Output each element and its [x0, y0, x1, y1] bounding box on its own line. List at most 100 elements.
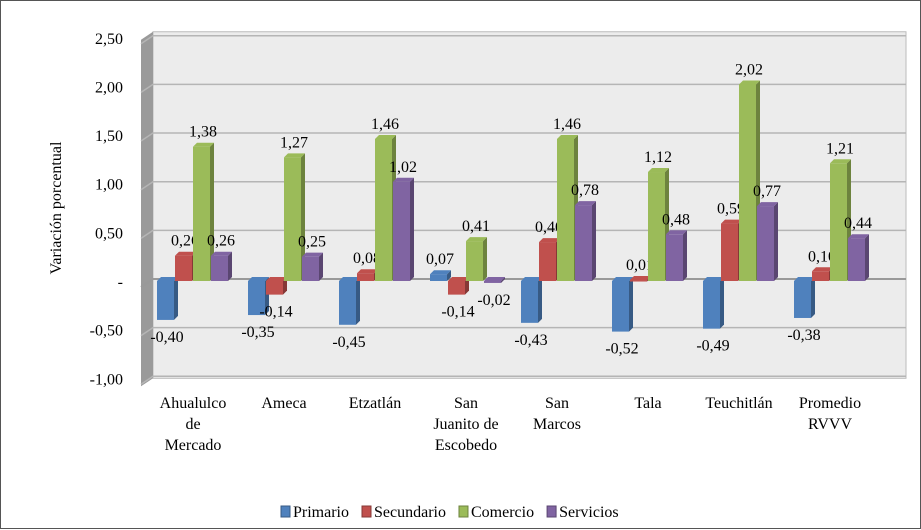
bar-top: [466, 237, 487, 242]
gridline: [140, 83, 906, 94]
bar-comercio: [739, 84, 756, 281]
x-tick-label: San: [454, 395, 478, 412]
data-label: -0,35: [241, 324, 274, 341]
bar-servicios: [757, 206, 774, 281]
bar-top: [193, 142, 214, 147]
bar-top: [703, 277, 724, 281]
bar-top: [812, 267, 833, 272]
x-tick-label: San: [545, 395, 569, 412]
data-label: -0,14: [259, 304, 292, 321]
x-tick-label: Promedio: [799, 395, 861, 412]
y-tick-label: 2,00: [95, 79, 123, 96]
bar-top: [284, 153, 305, 158]
bar-side: [592, 201, 596, 281]
bar-top: [739, 80, 760, 85]
bar-primario: [339, 281, 356, 325]
bar-side: [774, 202, 778, 281]
bar-side: [501, 277, 505, 283]
data-label: -0,40: [150, 329, 183, 346]
data-label: 0,26: [207, 233, 235, 250]
gridline: [140, 375, 906, 385]
x-tick-label: Marcos: [533, 416, 581, 433]
bar-secundario: [175, 255, 192, 281]
data-label: 0,08: [353, 250, 381, 267]
x-tick-label: de: [185, 416, 200, 433]
bar-top: [484, 277, 505, 281]
x-tick-label: Teuchitlán: [705, 395, 772, 412]
bar-secundario: [812, 271, 829, 281]
data-label: 1,21: [826, 140, 854, 157]
bar-top: [721, 219, 742, 224]
data-label: 0,40: [535, 219, 563, 236]
data-label: 0,44: [844, 215, 872, 232]
legend-label: Primario: [293, 504, 349, 521]
bar-top: [266, 277, 287, 281]
bar-side: [629, 277, 633, 332]
data-label: -0,45: [332, 334, 365, 351]
data-label: -0,49: [696, 338, 729, 355]
data-label: 0,48: [662, 211, 690, 228]
bar-side: [811, 277, 815, 318]
bar-top: [430, 270, 451, 275]
side-wall: [141, 31, 153, 387]
legend-swatch-servicios: [546, 505, 557, 518]
bar-top: [357, 269, 378, 274]
bar-servicios: [666, 234, 683, 281]
bar-primario: [703, 281, 720, 329]
bar-secundario: [448, 281, 465, 295]
bar-primario: [157, 281, 174, 320]
y-tick-label: 1,50: [95, 128, 123, 145]
bar-side: [210, 142, 214, 281]
gridline: [140, 35, 906, 45]
bar-side: [319, 252, 323, 281]
legend-swatch-secundario: [361, 505, 372, 518]
bar-top: [666, 230, 687, 235]
bar-comercio: [284, 157, 301, 281]
data-label: -0,02: [477, 292, 510, 309]
data-label: 0,59: [717, 201, 745, 218]
data-label: 1,38: [189, 124, 217, 141]
bar-comercio: [648, 172, 665, 281]
bar-side: [465, 277, 469, 295]
bar-primario: [248, 281, 265, 316]
bar-top: [557, 134, 578, 139]
bar-side: [683, 230, 687, 281]
bar-side: [356, 277, 360, 325]
x-tick-label: Etzatlán: [349, 395, 401, 412]
data-label: 0,41: [462, 218, 490, 235]
x-tick-label: Tala: [634, 395, 661, 412]
bar-top: [211, 251, 232, 256]
bar-comercio: [193, 146, 210, 281]
data-label: 1,02: [389, 159, 417, 176]
data-label: 1,27: [280, 134, 308, 151]
data-label: 0,26: [171, 233, 199, 250]
bar-top: [375, 134, 396, 139]
bar-servicios: [393, 181, 410, 281]
data-label: -0,52: [605, 341, 638, 358]
bar-secundario: [357, 273, 374, 281]
y-tick-label: -: [118, 274, 123, 291]
bar-top: [757, 202, 778, 207]
legend-swatch-primario: [280, 505, 291, 518]
bar-servicios: [575, 205, 592, 281]
bar-side: [228, 251, 232, 281]
bar-top: [848, 234, 869, 239]
bar-primario: [612, 281, 629, 332]
bar-comercio: [830, 163, 847, 281]
bar-side: [865, 234, 869, 281]
legend-swatch-comercio: [458, 505, 469, 518]
bar-servicios: [302, 256, 319, 281]
legend-label: Comercio: [471, 504, 534, 521]
data-label: 1,46: [553, 116, 581, 133]
bar-secundario: [266, 281, 283, 295]
bar-servicios: [848, 238, 865, 281]
bar-top: [539, 238, 560, 243]
bar-secundario: [539, 242, 556, 281]
bar-side: [283, 277, 287, 295]
y-tick-label: -1,00: [90, 371, 123, 388]
bar-primario: [794, 281, 811, 318]
y-axis-label: Variación porcentual: [48, 141, 65, 274]
bar-top: [157, 277, 178, 281]
